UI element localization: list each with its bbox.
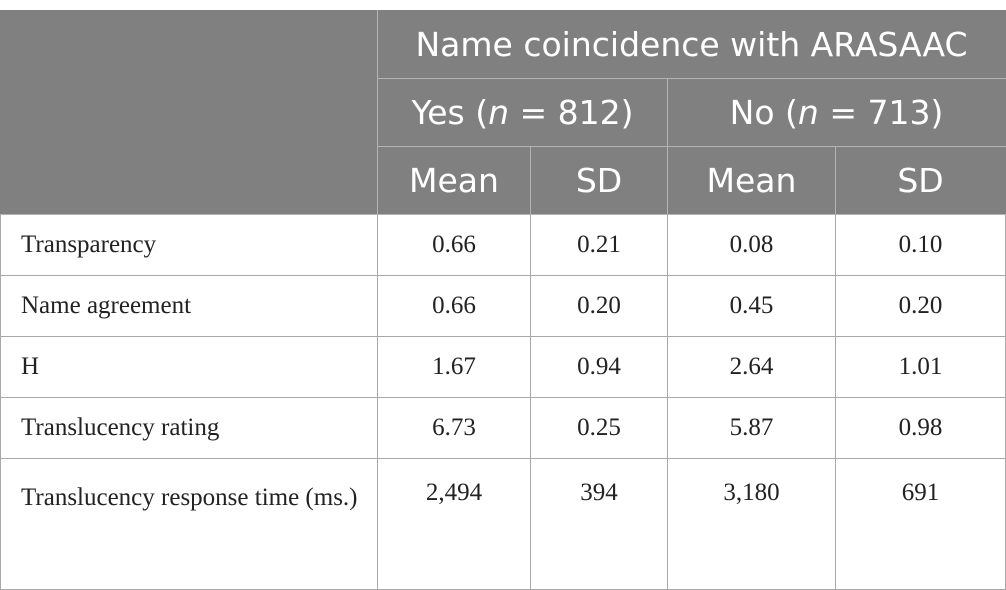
table-row: H 1.67 0.94 2.64 1.01	[0, 336, 1006, 398]
header-no-prefix: No (	[729, 93, 798, 132]
header-stat-yes-sd: SD	[530, 146, 668, 215]
header-row-group: Name coincidence with ARASAAC	[0, 10, 1006, 215]
table-row: Translucency rating 6.73 0.25 5.87 0.98	[0, 397, 1006, 459]
cell-yes-sd: 394	[530, 458, 668, 590]
header-yes: Yes (n = 812)	[377, 78, 668, 147]
cell-no-sd: 0.10	[834, 214, 1006, 276]
row-label: Translucency rating	[0, 397, 378, 459]
cell-yes-mean: 6.73	[377, 397, 531, 459]
cell-no-sd: 1.01	[834, 336, 1006, 398]
cell-no-sd: 0.98	[834, 397, 1006, 459]
cell-yes-sd: 0.94	[530, 336, 668, 398]
row-label: Name agreement	[0, 275, 378, 337]
header-no: No (n = 713)	[666, 78, 1006, 147]
cell-yes-sd: 0.20	[530, 275, 668, 337]
statistics-table: Name coincidence with ARASAAC Yes (n = 8…	[0, 10, 1006, 590]
header-row-conditions: Yes (n = 812) No (n = 713)	[1, 78, 1006, 147]
header-no-n-symbol: n	[797, 93, 819, 132]
header-row-stats: Mean SD Mean SD	[1, 146, 1006, 215]
cell-yes-mean: 0.66	[377, 214, 531, 276]
cell-no-mean: 3,180	[667, 458, 836, 590]
header-yes-prefix: Yes (	[411, 93, 489, 132]
header-stat-no-sd: SD	[834, 146, 1006, 215]
header-group-label: Name coincidence with ARASAAC	[376, 10, 1006, 79]
table-body: Transparency 0.66 0.21 0.08 0.10 Name ag…	[0, 214, 1006, 590]
cell-yes-sd: 0.25	[530, 397, 668, 459]
cell-yes-mean: 2,494	[377, 458, 531, 590]
cell-yes-sd: 0.21	[530, 214, 668, 276]
header-stat-yes-mean: Mean	[377, 146, 531, 215]
header-stat-no-mean: Mean	[667, 146, 836, 215]
cell-no-mean: 0.45	[667, 275, 836, 337]
header-no-suffix: = 713)	[818, 93, 944, 132]
table-row: Translucency response time (ms.) 2,494 3…	[0, 458, 1006, 590]
row-label: H	[0, 336, 378, 398]
cell-no-sd: 0.20	[834, 275, 1006, 337]
table-row: Name agreement 0.66 0.20 0.45 0.20	[0, 275, 1006, 337]
table-row: Transparency 0.66 0.21 0.08 0.10	[0, 214, 1006, 276]
row-label: Transparency	[0, 214, 378, 276]
cell-no-sd: 691	[834, 458, 1006, 590]
header-yes-suffix: = 812)	[509, 93, 634, 132]
header-corner-cell	[0, 10, 378, 215]
cell-no-mean: 5.87	[667, 397, 836, 459]
row-label: Translucency response time (ms.)	[0, 458, 378, 590]
cell-yes-mean: 1.67	[377, 336, 531, 398]
header-yes-n-symbol: n	[488, 93, 510, 132]
cell-yes-mean: 0.66	[377, 275, 531, 337]
cell-no-mean: 2.64	[667, 336, 836, 398]
table-header: Name coincidence with ARASAAC Yes (n = 8…	[0, 10, 1006, 215]
cell-no-mean: 0.08	[667, 214, 836, 276]
